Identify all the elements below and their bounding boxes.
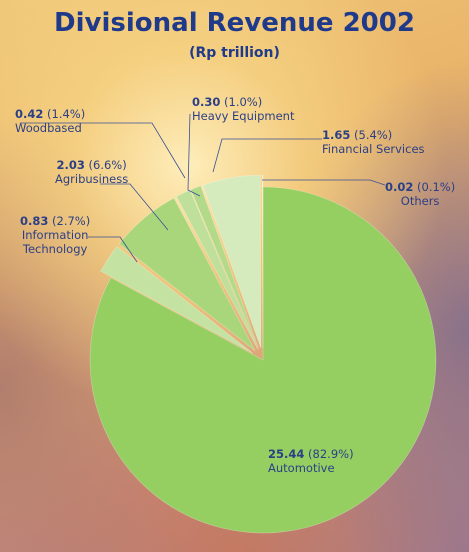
- pie-slice-others: [261, 174, 264, 349]
- pie-slice-heavy-equipment: [190, 185, 259, 349]
- pie-slice-financial-services: [202, 174, 262, 349]
- leader-line-financial-services: [212, 138, 322, 173]
- pie-slice-woodbased: [176, 189, 259, 350]
- leader-line-information-technology: [88, 236, 138, 263]
- label-financial-services: 1.65 (5.4%) Financial Services: [322, 128, 425, 156]
- label-automotive: 25.44 (82.9%) Automotive: [268, 447, 354, 475]
- pie-slice-information-technology: [100, 246, 254, 354]
- leader-line-woodbased: [20, 122, 186, 179]
- pie-slice-automotive: [89, 186, 437, 534]
- leader-line-agribusiness: [100, 183, 169, 231]
- label-agribusiness: 2.03 (6.6%) Agribusiness: [55, 158, 129, 186]
- leader-line-others: [262, 179, 386, 186]
- pie-slice-agribusiness: [118, 197, 256, 352]
- chart-title: Divisional Revenue 2002: [54, 8, 415, 38]
- label-woodbased: 0.42 (1.4%) Woodbased: [15, 107, 86, 135]
- label-heavy-equipment: 0.30 (1.0%) Heavy Equipment: [192, 95, 295, 123]
- label-others: 0.02 (0.1%) Others: [385, 180, 456, 208]
- chart-subtitle: (Rp trillion): [189, 45, 280, 61]
- leader-line-heavy-equipment: [187, 113, 201, 197]
- label-information-technology: 0.83 (2.7%) Information Technology: [20, 214, 91, 256]
